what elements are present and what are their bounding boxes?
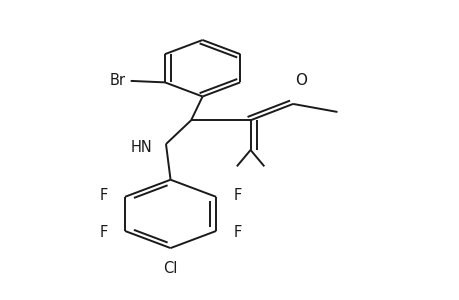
Text: Cl: Cl bbox=[163, 262, 177, 277]
Text: O: O bbox=[295, 73, 307, 88]
Text: F: F bbox=[99, 188, 107, 203]
Text: F: F bbox=[233, 188, 241, 203]
Text: HN: HN bbox=[130, 140, 152, 154]
Text: Br: Br bbox=[110, 74, 126, 88]
Text: F: F bbox=[99, 225, 107, 240]
Text: F: F bbox=[233, 225, 241, 240]
